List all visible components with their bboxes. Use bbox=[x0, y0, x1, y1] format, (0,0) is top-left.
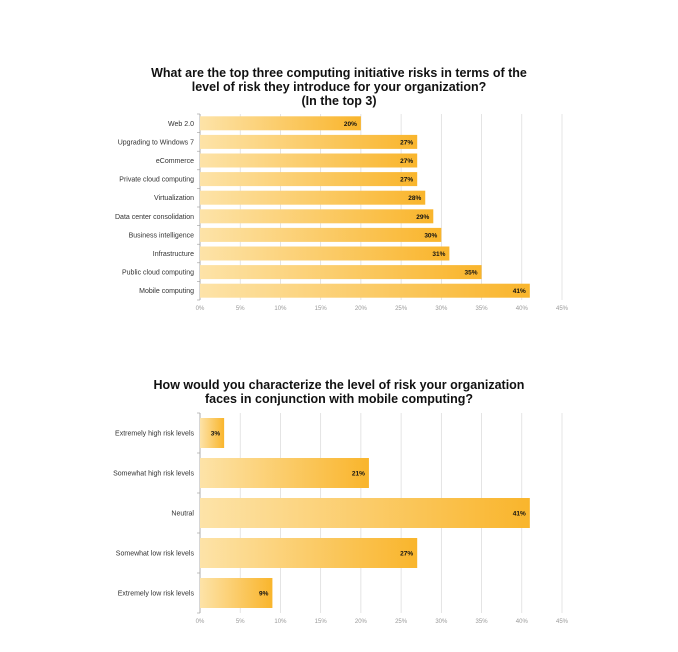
x-tick-label: 25% bbox=[395, 306, 408, 312]
x-tick-label: 35% bbox=[476, 306, 489, 312]
bar bbox=[200, 227, 442, 242]
bar bbox=[200, 538, 418, 568]
chart-2-title-line-2: faces in conjunction with mobile computi… bbox=[204, 392, 474, 406]
data-label: 31% bbox=[432, 251, 445, 258]
x-tick-label: 20% bbox=[355, 619, 368, 625]
data-label: 27% bbox=[400, 551, 413, 558]
chart-2-title-line-1: How would you characterize the level of … bbox=[153, 378, 525, 392]
chart-2-plot: 0% 5% 10% 15% 20% 25% 30% 35% 40% 45% Extremely hi… bbox=[113, 412, 569, 625]
data-label: 30% bbox=[424, 232, 437, 239]
category-label: Upgrading to Windows 7 bbox=[118, 139, 194, 146]
category-label: Business intelligence bbox=[129, 232, 194, 239]
x-tick-label: 5% bbox=[236, 306, 245, 312]
category-label: Private cloud computing bbox=[119, 177, 194, 184]
x-tick-label: 20% bbox=[355, 306, 368, 312]
category-label: Extremely low risk levels bbox=[118, 591, 195, 598]
x-tick-label: 30% bbox=[435, 306, 448, 312]
data-label: 41% bbox=[513, 288, 526, 295]
chart-1-title: What are the top three computing initiat… bbox=[0, 66, 678, 108]
bar bbox=[200, 498, 530, 528]
x-tick-label: 25% bbox=[395, 619, 408, 625]
category-label: eCommerce bbox=[156, 158, 194, 165]
bar bbox=[200, 116, 361, 131]
data-label: 41% bbox=[513, 511, 526, 518]
data-label: 27% bbox=[400, 139, 413, 146]
chart-1-title-line-3: (In the top 3) bbox=[301, 94, 377, 108]
data-label: 21% bbox=[352, 471, 365, 478]
data-label: 20% bbox=[344, 121, 357, 128]
category-label: Web 2.0 bbox=[168, 121, 194, 128]
x-tick-label: 45% bbox=[556, 306, 569, 312]
category-label: Extremely high risk levels bbox=[115, 431, 194, 438]
bar bbox=[200, 458, 369, 488]
x-tick-label: 0% bbox=[196, 306, 205, 312]
bar bbox=[200, 153, 418, 168]
data-label: 28% bbox=[408, 195, 421, 202]
category-label: Somewhat low risk levels bbox=[116, 551, 195, 558]
x-tick-label: 10% bbox=[274, 306, 287, 312]
bar bbox=[200, 265, 482, 280]
x-tick-label: 15% bbox=[315, 306, 328, 312]
x-tick-label: 40% bbox=[516, 306, 529, 312]
x-tick-label: 10% bbox=[274, 619, 287, 625]
data-label: 9% bbox=[259, 591, 269, 598]
bar bbox=[200, 578, 273, 608]
x-tick-label: 30% bbox=[435, 619, 448, 625]
chart-2-title: How would you characterize the level of … bbox=[0, 378, 678, 406]
category-label: Public cloud computing bbox=[122, 270, 194, 277]
data-label: 27% bbox=[400, 177, 413, 184]
category-label: Data center consolidation bbox=[115, 214, 194, 221]
chart-1-title-line-2: level of risk they introduce for your or… bbox=[191, 80, 487, 94]
data-label: 27% bbox=[400, 158, 413, 165]
bar bbox=[200, 172, 418, 187]
bar bbox=[200, 418, 225, 448]
category-label: Infrastructure bbox=[153, 251, 194, 258]
x-tick-label: 40% bbox=[516, 619, 529, 625]
category-label: Neutral bbox=[171, 511, 194, 518]
x-tick-label: 0% bbox=[196, 619, 205, 625]
x-tick-label: 15% bbox=[315, 619, 328, 625]
category-label: Somewhat high risk levels bbox=[113, 471, 194, 478]
bar bbox=[200, 190, 426, 205]
x-tick-label: 35% bbox=[476, 619, 489, 625]
bar bbox=[200, 246, 450, 261]
bar bbox=[200, 283, 530, 298]
data-label: 3% bbox=[211, 431, 221, 438]
data-label: 35% bbox=[465, 270, 478, 277]
category-label: Virtualization bbox=[154, 195, 194, 202]
data-label: 29% bbox=[416, 214, 429, 221]
bar bbox=[200, 134, 418, 149]
category-label: Mobile computing bbox=[139, 288, 194, 295]
x-tick-label: 5% bbox=[236, 619, 245, 625]
x-tick-label: 45% bbox=[556, 619, 569, 625]
bar bbox=[200, 209, 434, 224]
chart-1-plot: 0% 5% 10% 15% 20% 25% 30% 35% 40% 45% Web 2.0 20% Up… bbox=[115, 113, 569, 312]
chart-1-title-line-1: What are the top three computing initiat… bbox=[151, 66, 527, 80]
